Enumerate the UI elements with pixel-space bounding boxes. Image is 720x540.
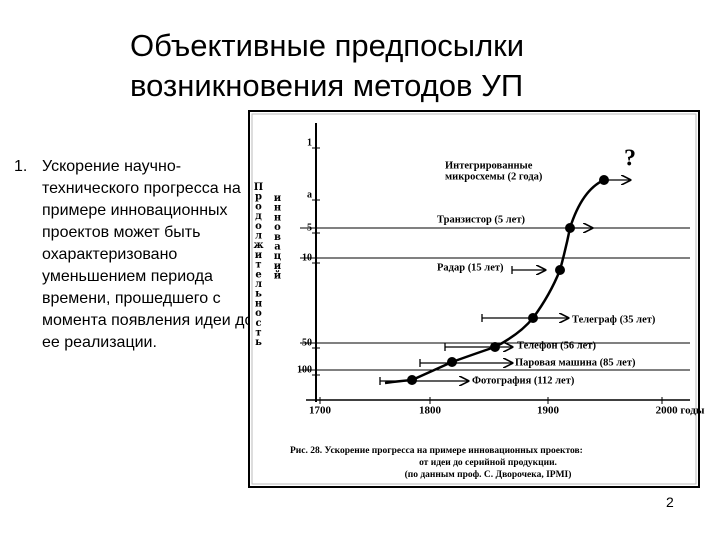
innovation-label: Паровая машина (85 лет): [515, 357, 636, 368]
y-tick-label: a: [307, 189, 312, 200]
y-tick-label: 100: [297, 364, 312, 375]
figure-caption: от идеи до серийной продукции.: [419, 457, 557, 468]
innovation-dot: [447, 357, 457, 367]
y-tick-label: 5: [307, 222, 312, 233]
list-text: Ускорение научно-технического прогресса …: [42, 158, 254, 351]
innovation-label: микросхемы (2 года): [445, 171, 543, 182]
innovation-label: Фотография (112 лет): [472, 375, 575, 386]
x-tick-label: 2000 годы: [656, 405, 705, 417]
y-tick-label: 50: [302, 337, 312, 348]
list-number: 1.: [14, 158, 28, 175]
innovation-dot: [407, 375, 417, 385]
x-tick-label: 1800: [419, 405, 442, 417]
innovation-dot: [599, 175, 609, 185]
y-axis-title: Продолжительность: [253, 182, 264, 347]
innovation-dot: [555, 265, 565, 275]
figure-frame: [248, 110, 700, 488]
innovation-dot: [565, 223, 575, 233]
question-mark: ?: [624, 146, 636, 172]
figure-caption: (по данным проф. С. Дворочека, IPMI): [405, 469, 572, 480]
innovation-label: Интегрированные: [445, 160, 533, 171]
y-axis-title: инноваций: [272, 193, 283, 281]
innovation-label: Телеграф (35 лет): [572, 314, 656, 325]
x-tick-label: 1900: [537, 405, 560, 417]
innovation-dot: [490, 342, 500, 352]
figure-inner-frame: [251, 113, 697, 485]
title-line: возникновения методов УП: [130, 68, 524, 103]
page-number: 2: [666, 494, 674, 510]
innovation-label: Транзистор (5 лет): [437, 214, 525, 225]
figure-caption: Рис. 28. Ускорение прогресса на примере …: [290, 446, 583, 456]
title-line: Объективные предпосылки: [130, 28, 525, 63]
innovation-label: Телефон (56 лет): [517, 340, 596, 351]
innovation-label: Радар (15 лет): [437, 262, 504, 273]
y-tick-label: 1: [307, 137, 312, 148]
slide-title: Объективные предпосылки возникновения ме…: [130, 26, 524, 106]
y-tick-label: 10: [302, 252, 312, 263]
innovation-dot: [528, 313, 538, 323]
bullet-list: 1. Ускорение научно-технического прогрес…: [14, 156, 254, 354]
x-tick-label: 1700: [309, 405, 332, 417]
